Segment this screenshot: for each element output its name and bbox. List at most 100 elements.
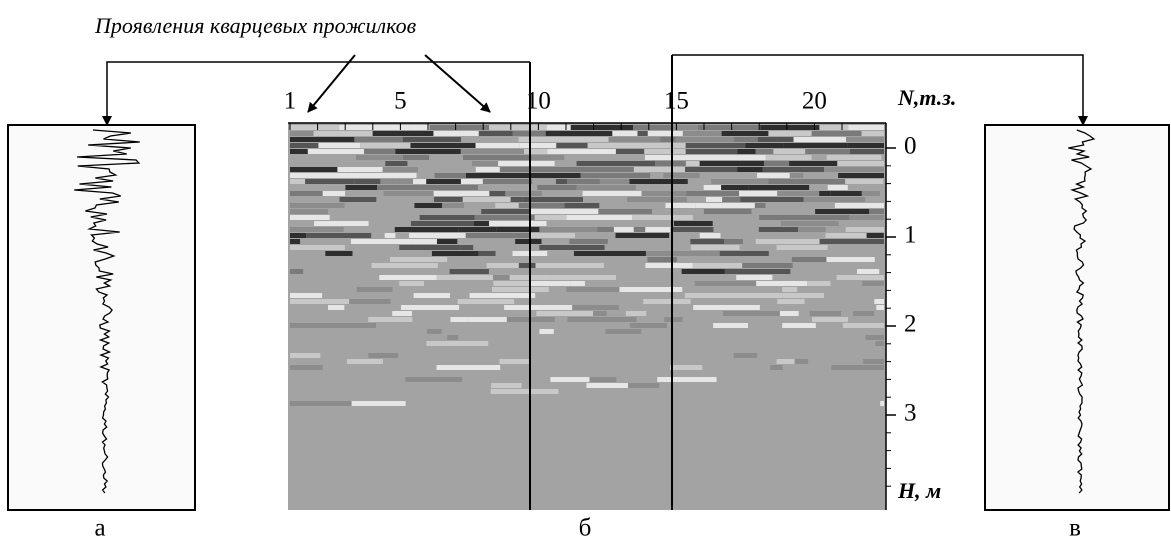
radar-stripe	[474, 215, 520, 220]
radar-stripe	[426, 341, 489, 346]
panel-label: в	[1069, 515, 1081, 542]
radar-stripe	[530, 173, 581, 178]
radar-stripe	[637, 131, 648, 136]
radar-stripe	[697, 125, 761, 130]
radar-stripe	[409, 125, 430, 130]
radar-stripe	[612, 131, 638, 136]
radar-stripe	[782, 323, 816, 328]
radar-stripe	[290, 125, 340, 130]
radar-stripe	[290, 191, 323, 196]
radar-stripe	[819, 239, 884, 244]
radar-stripe	[762, 167, 824, 172]
radar-stripe	[313, 131, 373, 136]
radar-stripe	[536, 311, 594, 316]
radar-stripe	[530, 209, 599, 214]
radar-stripe	[436, 239, 458, 244]
radar-stripe	[377, 185, 420, 190]
radar-stripe	[290, 401, 352, 406]
radar-stripe	[478, 251, 496, 256]
radar-section	[288, 123, 886, 510]
radar-stripe	[757, 173, 790, 178]
radar-stripe	[372, 131, 434, 136]
radar-stripe	[675, 137, 734, 142]
radar-stripe	[809, 311, 841, 316]
radar-stripe	[537, 185, 577, 190]
radar-stripe	[842, 323, 884, 328]
radar-stripe	[692, 263, 743, 268]
radar-stripe	[847, 143, 884, 148]
radar-stripe	[861, 131, 884, 136]
radar-stripe	[758, 227, 799, 232]
radar-stripe	[337, 167, 383, 172]
radar-stripe	[826, 155, 882, 160]
radar-stripe	[857, 269, 880, 274]
connector-arrow	[672, 54, 1088, 126]
radar-stripe	[629, 323, 667, 328]
radar-stripe	[567, 317, 637, 322]
radar-stripe	[550, 275, 617, 280]
radar-stripe	[290, 269, 304, 274]
radar-stripe	[869, 209, 884, 214]
radar-stripe	[489, 191, 506, 196]
radar-stripe	[848, 125, 884, 130]
radar-stripe	[845, 227, 884, 232]
radar-stripe	[290, 143, 319, 148]
radar-stripe	[436, 275, 494, 280]
radar-stripe	[644, 149, 686, 154]
radar-stripe	[779, 311, 799, 316]
radar-stripe	[360, 143, 411, 148]
radar-stripe	[519, 143, 557, 148]
radar-stripe	[722, 197, 741, 202]
radar-stripe	[838, 173, 884, 178]
annotation: Проявления кварцевых прожилков	[94, 13, 417, 38]
radar-stripe	[290, 173, 348, 178]
radar-stripe	[325, 251, 353, 256]
radar-stripe	[314, 221, 369, 226]
radar-stripe	[724, 269, 791, 274]
radar-stripe	[566, 215, 633, 220]
radar-stripe	[426, 329, 442, 334]
depth-tick-label: 3	[904, 400, 917, 427]
radar-stripe	[491, 287, 549, 292]
radar-stripe	[815, 209, 870, 214]
radar-stripe	[570, 125, 634, 130]
radar-stripe	[478, 131, 513, 136]
radar-stripe	[465, 233, 530, 238]
radar-stripe	[684, 293, 715, 298]
radar-stripe	[463, 155, 532, 160]
trace-a	[74, 129, 141, 494]
radar-stripe	[633, 167, 686, 172]
radar-stripe	[684, 365, 703, 370]
radar-stripe	[702, 155, 766, 160]
radar-stripe	[748, 185, 810, 190]
radar-stripe	[768, 131, 812, 136]
trace-panel-c	[984, 124, 1170, 511]
radar-stripe	[354, 137, 403, 142]
connector-arrow	[102, 61, 530, 126]
radar-stripe	[399, 245, 461, 250]
radar-stripe	[436, 365, 501, 370]
radar-stripe	[880, 401, 884, 406]
radar-stripe	[473, 221, 490, 226]
radar-stripe	[433, 131, 479, 136]
radar-stripe	[830, 191, 862, 196]
radar-stripe	[834, 167, 884, 172]
radar-stripe	[392, 311, 412, 316]
radar-stripe	[351, 401, 406, 406]
radar-stripe	[685, 167, 738, 172]
radar-stripe	[558, 137, 609, 142]
radar-stripe	[469, 293, 536, 298]
radar-stripe	[669, 365, 685, 370]
radar-stripe	[290, 215, 330, 220]
radar-stripe	[389, 257, 448, 262]
radar-stripe	[693, 305, 760, 310]
radar-stripe	[546, 125, 571, 130]
radar-stripe	[619, 251, 646, 256]
radar-stripe	[529, 233, 576, 238]
radar-stripe	[400, 305, 460, 310]
radar-stripe	[765, 155, 812, 160]
radar-stripe	[783, 143, 848, 148]
radar-stripe	[690, 245, 740, 250]
radar-stripe	[608, 137, 661, 142]
radar-stripe	[482, 179, 533, 184]
